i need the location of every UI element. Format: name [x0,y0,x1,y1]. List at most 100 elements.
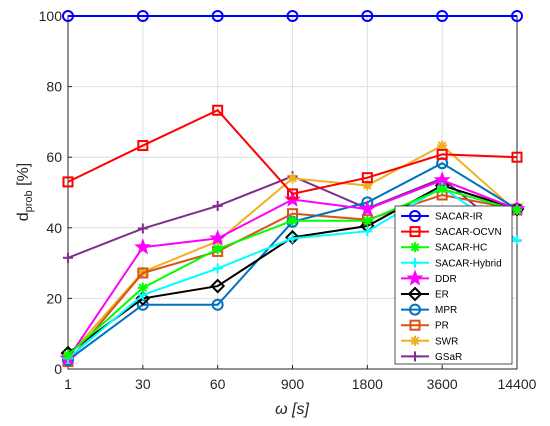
data-point [407,286,423,302]
data-point [287,188,298,200]
point-marker-diamond [210,278,226,294]
y-tick-label: 0 [54,361,62,377]
point-marker-square [62,176,74,188]
point-marker-circle [136,10,149,22]
point-marker-diamond [407,286,423,302]
data-point [410,351,420,362]
point-marker-circle [409,210,421,222]
point-marker-circle [286,10,299,22]
legend-label: SWR [435,336,458,347]
point-marker-star [209,229,227,246]
point-marker-square [361,172,373,184]
x-tick-label: 14400 [498,376,537,392]
data-point [135,290,151,306]
data-point [211,298,224,311]
data-point [212,200,223,211]
data-point [511,151,523,163]
legend-label: ER [435,290,449,301]
y-axis-label-unit: [%] [15,163,32,191]
y-tick-labels: 0 20 40 60 80 100 [39,8,63,377]
point-marker-circle [361,10,374,22]
legend-item: SACAR-OCVN [401,226,502,238]
series-sacar-hc [63,183,522,360]
point-marker-circle [62,10,74,22]
data-point [362,215,373,226]
point-marker-circle [409,303,421,316]
legend-label: SACAR-IR [435,212,483,223]
y-axis-label-main: d [15,212,32,221]
data-point [287,173,298,184]
data-point [209,229,227,246]
point-marker-asterisk-d2 [410,242,420,252]
x-tick-label: 60 [210,376,226,392]
legend-item: SACAR-IR [401,210,483,223]
point-marker-asterisk-d2 [138,283,148,293]
data-point [406,269,424,286]
point-marker-circle [511,10,523,22]
legend-item: ER [401,286,449,302]
series-sacar-ir [62,10,523,22]
data-point [286,10,299,22]
x-tick-label: 1800 [352,376,383,392]
data-point [137,140,149,152]
x-tick-label: 30 [135,376,151,392]
data-point [137,223,148,234]
legend: SACAR-IR SACAR-OCVN SACAR-HC SACAR-Hybrid DD… [394,205,513,365]
point-marker-asterisk-d2 [410,336,420,346]
legend-label: MPR [435,305,457,316]
point-marker-star [134,238,152,255]
legend-item: SACAR-Hybrid [401,257,502,269]
point-marker-circle [211,298,224,311]
data-point [410,335,420,346]
data-point [358,200,376,217]
data-point [409,303,421,316]
data-point [436,10,449,22]
data-point [212,263,223,274]
legend-label: GSaR [435,352,462,363]
point-marker-asterisk-d2 [437,141,447,150]
legend-item: MPR [401,303,457,316]
data-point [63,252,73,263]
data-point [62,176,74,188]
point-marker-star [406,269,424,286]
data-point [287,233,298,244]
data-point [362,226,373,237]
data-point [63,349,73,360]
point-marker-square [511,151,523,163]
data-point [210,278,226,294]
point-marker-square [212,104,224,116]
legend-item: SACAR-HC [401,242,487,254]
point-marker-asterisk-d2 [512,205,522,215]
svg-text:dprob [%]: dprob [%] [15,163,35,222]
point-marker-diamond [135,290,151,306]
point-marker-asterisk-d2 [63,350,73,360]
data-point [137,282,148,293]
data-point [361,172,373,184]
data-point [436,148,448,160]
data-point [410,242,420,253]
y-tick-label: 80 [46,79,62,95]
x-tick-label: 3600 [427,376,458,392]
x-axis-label: ω [s] [275,401,309,418]
data-point [137,267,149,279]
point-marker-square [436,148,448,160]
x-tick-label: 900 [281,376,305,392]
data-point [409,210,421,222]
series-line [67,109,518,196]
data-point [361,10,374,22]
point-marker-asterisk-d2 [288,174,297,183]
series-group [59,10,526,368]
point-marker-asterisk-d2 [437,184,447,194]
legend-label: SACAR-HC [435,243,487,254]
data-point [287,215,298,226]
legend-item: DDR [401,269,457,286]
x-tick-label: 1 [64,376,72,392]
legend-label: PR [435,321,449,332]
data-point [410,257,420,268]
y-tick-label: 60 [46,149,62,165]
data-point [134,238,152,255]
point-marker-square [287,188,298,200]
data-point [62,10,74,22]
point-marker-circle [211,10,224,22]
series-sacar-ocvn [62,104,523,200]
